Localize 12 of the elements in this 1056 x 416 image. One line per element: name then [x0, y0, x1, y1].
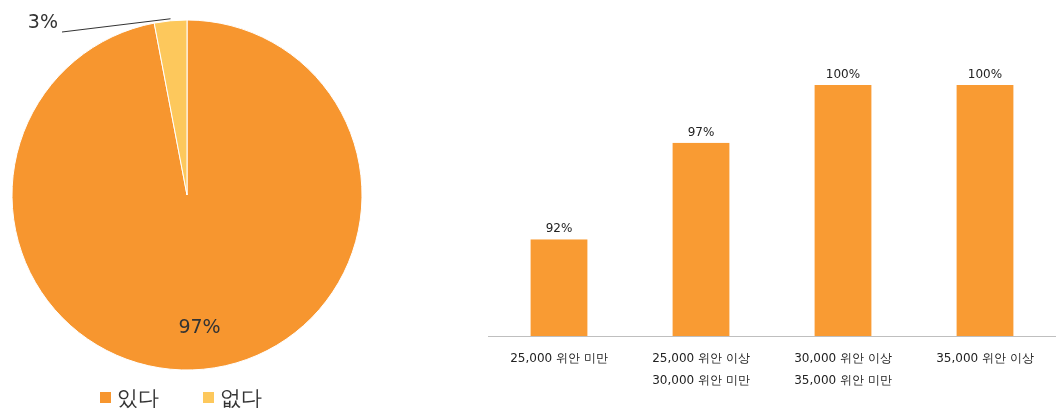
legend-label: 있다: [117, 386, 159, 410]
data-label: 97%: [687, 124, 715, 139]
data-label: 100%: [825, 67, 861, 81]
x-tick-label: 30,000 위안 이상 35,000 위안 미만: [794, 351, 892, 387]
data-label: 3%: [27, 10, 58, 32]
data-label: 100%: [967, 67, 1003, 81]
x-tick-label: 25,000 위안 미만: [510, 351, 608, 365]
x-tick-label: 25,000 위안 이상 30,000 위안 미만: [652, 351, 750, 387]
legend-label: 없다: [220, 386, 262, 410]
x-tick-label: 35,000 위안 이상: [936, 351, 1034, 365]
data-label: 92%: [545, 221, 573, 236]
data-label: 97%: [178, 314, 221, 337]
